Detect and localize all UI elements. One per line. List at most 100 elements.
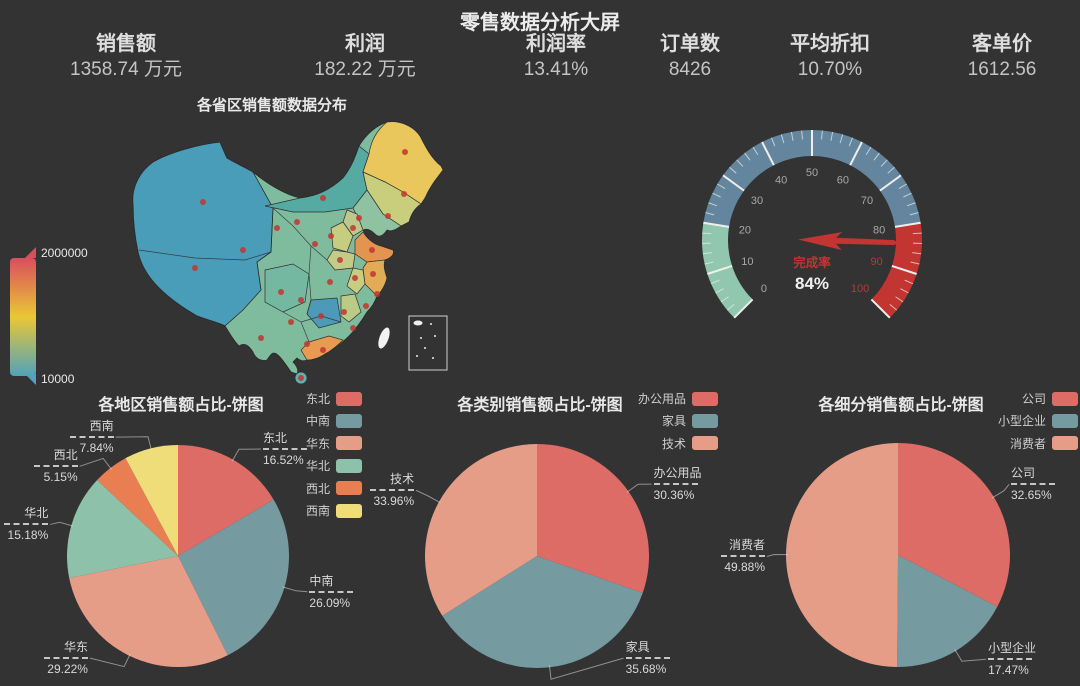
legend-item-公司[interactable]: 公司 bbox=[1022, 391, 1078, 406]
scatter-point[interactable] bbox=[402, 149, 408, 155]
pie-slice-技术[interactable] bbox=[425, 444, 537, 616]
pie-label: 公司 32.65% bbox=[1011, 466, 1055, 502]
kpi-4: 订单数 8426 bbox=[595, 32, 785, 83]
pie-slice-办公用品[interactable] bbox=[537, 444, 649, 594]
pie-label-name: 消费者 bbox=[729, 538, 766, 553]
kpi-value: 1358.74 万元 bbox=[70, 59, 182, 80]
legend-item-中南[interactable]: 中南 bbox=[306, 413, 362, 428]
legend-swatch bbox=[1052, 436, 1078, 451]
pie-slice-家具[interactable] bbox=[442, 556, 643, 669]
scatter-point[interactable] bbox=[320, 347, 326, 353]
scatter-point[interactable] bbox=[320, 195, 326, 201]
scatter-point[interactable] bbox=[298, 297, 304, 303]
scatter-point[interactable] bbox=[318, 313, 324, 319]
pie-slice-公司[interactable] bbox=[898, 443, 1010, 607]
scatter-point[interactable] bbox=[350, 325, 356, 331]
scatter-point[interactable] bbox=[258, 335, 264, 341]
gauge-tick bbox=[710, 279, 720, 285]
scatter-point[interactable] bbox=[274, 225, 280, 231]
scatter-point[interactable] bbox=[401, 191, 407, 197]
pie-slice-小型企业[interactable] bbox=[897, 555, 998, 667]
visualmap-gradient-bar[interactable] bbox=[10, 258, 36, 376]
pie-slice-华东[interactable] bbox=[69, 556, 228, 667]
legend-swatch bbox=[336, 391, 362, 406]
pie-label: 西南 7.84% bbox=[69, 419, 114, 455]
scatter-point[interactable] bbox=[327, 279, 333, 285]
pie-slice-消费者[interactable] bbox=[786, 443, 898, 667]
scatter-point[interactable] bbox=[363, 303, 369, 309]
legend-swatch bbox=[336, 436, 362, 451]
pie-label: 华北 15.18% bbox=[4, 506, 49, 543]
legend-label: 家具 bbox=[661, 414, 686, 429]
kpi-3: 利润率 13.41% bbox=[461, 32, 651, 83]
scatter-point[interactable] bbox=[288, 319, 294, 325]
south-china-sea-inset bbox=[408, 315, 448, 371]
pie-title: 各地区销售额占比-饼图 bbox=[98, 397, 264, 414]
pie-label-name: 技术 bbox=[390, 472, 415, 487]
legend-item-西南[interactable]: 西南 bbox=[306, 503, 362, 518]
pie-chart-svg bbox=[425, 444, 649, 669]
scatter-point[interactable] bbox=[304, 341, 310, 347]
kpi-label: 平均折扣 bbox=[790, 33, 870, 55]
pie-label-percent: 15.18% bbox=[7, 528, 49, 543]
gauge-tick bbox=[707, 265, 733, 275]
scatter-point[interactable] bbox=[352, 275, 358, 281]
gauge-tick bbox=[880, 159, 888, 167]
scatter-point[interactable] bbox=[356, 215, 362, 221]
scatter-point[interactable] bbox=[370, 271, 376, 277]
map-taiwan-island[interactable] bbox=[376, 326, 392, 350]
pie-label: 西北 5.15% bbox=[33, 448, 78, 484]
scatter-point[interactable] bbox=[312, 241, 318, 247]
scatter-point[interactable] bbox=[278, 289, 284, 295]
gauge-tick-label: 50 bbox=[806, 167, 818, 179]
pie-label-name: 小型企业 bbox=[988, 641, 1037, 656]
gauge-needle bbox=[798, 231, 898, 250]
scatter-point[interactable] bbox=[350, 225, 356, 231]
china-map[interactable] bbox=[125, 110, 475, 395]
pie-label-percent: 33.96% bbox=[373, 494, 415, 509]
visualmap-handle-min[interactable] bbox=[25, 374, 36, 385]
legend-item-东北[interactable]: 东北 bbox=[306, 391, 362, 406]
pie-slice-东北[interactable] bbox=[178, 445, 274, 556]
scatter-point[interactable] bbox=[192, 265, 198, 271]
pie-slice-西北[interactable] bbox=[97, 458, 178, 556]
scatter-point[interactable] bbox=[298, 375, 304, 381]
scatter-point[interactable] bbox=[341, 309, 347, 315]
gauge-tick bbox=[900, 288, 909, 294]
legend-item-家具[interactable]: 家具 bbox=[662, 413, 718, 428]
map-province-patches bbox=[264, 121, 444, 361]
scatter-point[interactable] bbox=[337, 257, 343, 263]
kpi-value: 8426 bbox=[668, 59, 712, 80]
legend-item-小型企业[interactable]: 小型企业 bbox=[998, 413, 1078, 428]
pie-slice-中南[interactable] bbox=[178, 499, 289, 656]
kpi-label: 订单数 bbox=[660, 33, 720, 55]
legend-item-办公用品[interactable]: 办公用品 bbox=[638, 391, 718, 406]
scatter-point[interactable] bbox=[240, 247, 246, 253]
gauge-tick-label: 80 bbox=[873, 224, 885, 236]
visualmap-handle-max[interactable] bbox=[25, 247, 36, 258]
legend-item-华东[interactable]: 华东 bbox=[306, 436, 362, 451]
gauge-tick bbox=[906, 202, 916, 207]
gauge-tick bbox=[780, 134, 785, 144]
kpi-value: 13.41% bbox=[523, 59, 589, 80]
scatter-point[interactable] bbox=[374, 291, 380, 297]
kpi-label: 利润 bbox=[345, 33, 385, 55]
gauge-tick-label: 20 bbox=[739, 224, 751, 236]
gauge-tick bbox=[912, 252, 922, 255]
scatter-point[interactable] bbox=[200, 199, 206, 205]
legend-label: 技术 bbox=[661, 436, 686, 451]
pie-label: 办公用品 30.36% bbox=[653, 466, 702, 502]
pie-slice-西南[interactable] bbox=[125, 445, 178, 556]
legend-item-华北[interactable]: 华北 bbox=[306, 458, 362, 473]
legend-item-消费者[interactable]: 消费者 bbox=[1010, 436, 1078, 451]
scatter-point[interactable] bbox=[369, 247, 375, 253]
scatter-point[interactable] bbox=[385, 213, 391, 219]
gauge-tick bbox=[909, 212, 919, 216]
gauge-tick bbox=[879, 174, 902, 192]
scatter-point[interactable] bbox=[294, 219, 300, 225]
legend-item-西北[interactable]: 西北 bbox=[306, 481, 362, 496]
scatter-point[interactable] bbox=[328, 233, 334, 239]
pie-slice-华北[interactable] bbox=[67, 479, 178, 578]
legend-item-技术[interactable]: 技术 bbox=[662, 436, 718, 451]
pie-label: 小型企业 17.47% bbox=[988, 641, 1036, 677]
